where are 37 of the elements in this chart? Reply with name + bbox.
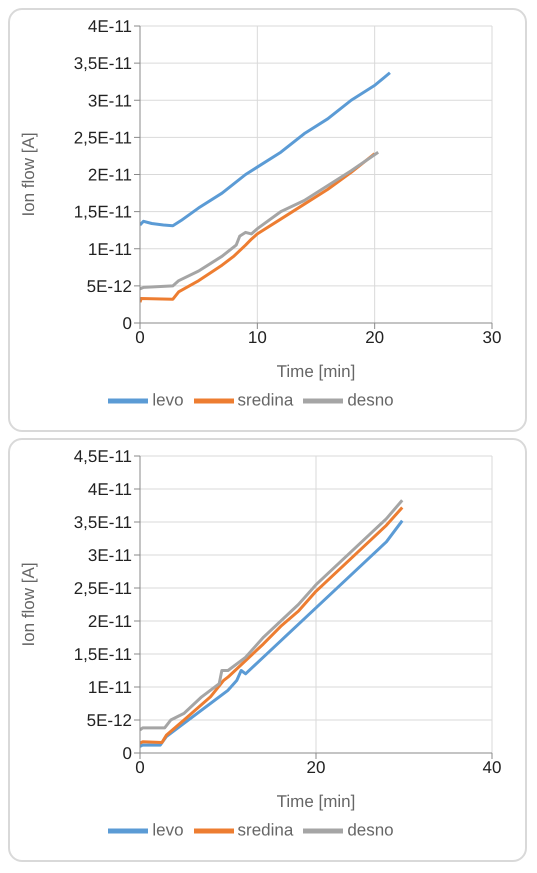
y-tick-label: 3,5E-11 <box>74 54 132 74</box>
y-tick-label: 1E-11 <box>88 678 132 698</box>
y-tick-label: 1E-11 <box>88 240 132 259</box>
y-tick-label: 4E-11 <box>88 480 132 500</box>
y-tick-label: 2,5E-11 <box>74 128 132 148</box>
y-tick-label: 0 <box>122 744 132 764</box>
legend-label: sredina <box>238 820 294 840</box>
legend-label: desno <box>347 820 394 840</box>
y-tick-label: 1,5E-11 <box>74 645 132 664</box>
x-tick-label: 20 <box>365 328 384 348</box>
y-axis-title: Ion flow [A] <box>19 562 38 647</box>
y-tick-label: 5E-12 <box>86 711 132 730</box>
x-tick-label: 0 <box>135 328 145 348</box>
x-axis-title: Time [min] <box>276 362 356 381</box>
legend-label: levo <box>152 820 184 840</box>
y-tick-label: 1,5E-11 <box>74 202 132 222</box>
x-tick-label: 20 <box>306 758 326 778</box>
y-tick-label: 2E-11 <box>88 166 132 185</box>
legend-label: desno <box>347 390 394 410</box>
x-tick-label: 30 <box>482 328 502 348</box>
y-tick-label: 5E-12 <box>86 276 132 296</box>
y-axis-title: Ion flow [A] <box>19 132 38 217</box>
line-series <box>140 71 392 228</box>
y-tick-label: 4,5E-11 <box>74 447 132 466</box>
x-tick-label: 0 <box>135 758 145 778</box>
y-tick-label: 3,5E-11 <box>74 513 132 532</box>
x-axis-title: Time [min] <box>276 792 356 811</box>
y-tick-label: 2,5E-11 <box>74 579 132 598</box>
y-tick-label: 4E-11 <box>88 17 132 36</box>
y-tick-label: 3E-11 <box>88 91 132 110</box>
x-tick-label: 10 <box>248 328 267 348</box>
y-tick-label: 2E-11 <box>88 612 132 632</box>
legend-label: sredina <box>238 390 294 410</box>
y-tick-label: 3E-11 <box>88 546 132 566</box>
legend-label: levo <box>152 390 184 410</box>
x-tick-label: 40 <box>482 758 502 778</box>
y-tick-label: 0 <box>122 314 132 334</box>
